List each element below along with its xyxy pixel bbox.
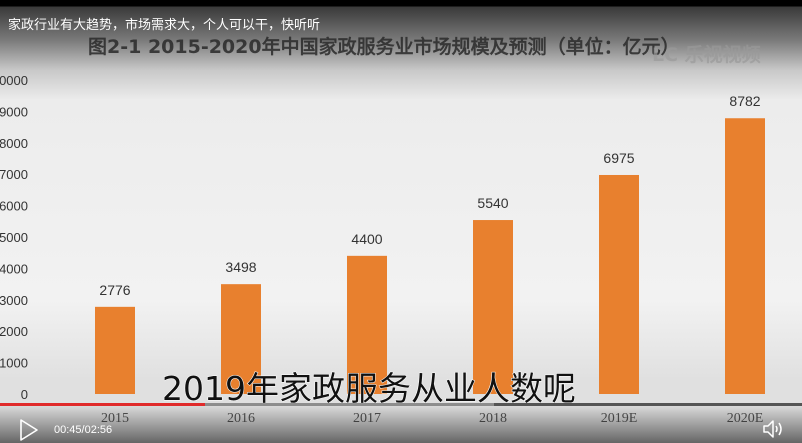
bar-2019E xyxy=(599,174,639,394)
bar-2016 xyxy=(221,284,261,394)
watermark-logo: LC 乐视视频 xyxy=(652,44,761,66)
progress-played[interactable] xyxy=(0,403,206,406)
y-tick-label: 10000 xyxy=(0,73,28,88)
y-tick-label: 3000 xyxy=(0,293,28,308)
data-label: 6975 xyxy=(603,150,634,166)
y-tick-label: 7000 xyxy=(0,167,28,182)
y-tick-label: 6000 xyxy=(0,199,28,214)
y-tick-label: 9000 xyxy=(0,104,28,119)
play-button[interactable] xyxy=(18,418,40,442)
volume-icon xyxy=(763,420,782,438)
y-tick-label: 1000 xyxy=(0,356,28,371)
y-tick-label: 5000 xyxy=(0,230,28,245)
y-tick-label: 0 xyxy=(21,387,28,402)
progress-bar[interactable] xyxy=(0,403,802,406)
data-label: 2776 xyxy=(99,282,130,298)
time-display: 00:45/02:56 xyxy=(54,424,113,436)
y-tick-label: 4000 xyxy=(0,261,28,276)
video-title: 家政行业有大趋势，市场需求大，个人可以干，快听听 xyxy=(8,18,321,33)
data-label: 4400 xyxy=(351,231,382,247)
bar-2017 xyxy=(347,255,387,394)
bar-2020E xyxy=(725,118,765,394)
bar-2015 xyxy=(95,306,135,394)
data-label: 8782 xyxy=(729,93,760,109)
bar-2018 xyxy=(473,220,513,394)
player-controls xyxy=(0,404,802,443)
subtitle-caption: 2019年家政服务从业人数呢 xyxy=(162,369,577,409)
play-icon xyxy=(20,419,38,441)
progress-buffered xyxy=(494,403,802,406)
data-label: 5540 xyxy=(477,195,508,211)
chart-title: 图2-1 2015-2020年中国家政服务业市场规模及预测（单位：亿元） xyxy=(88,36,680,58)
volume-button[interactable] xyxy=(762,418,786,440)
y-tick-label: 2000 xyxy=(0,324,28,339)
y-tick-label: 8000 xyxy=(0,136,28,151)
data-label: 3498 xyxy=(225,259,256,275)
